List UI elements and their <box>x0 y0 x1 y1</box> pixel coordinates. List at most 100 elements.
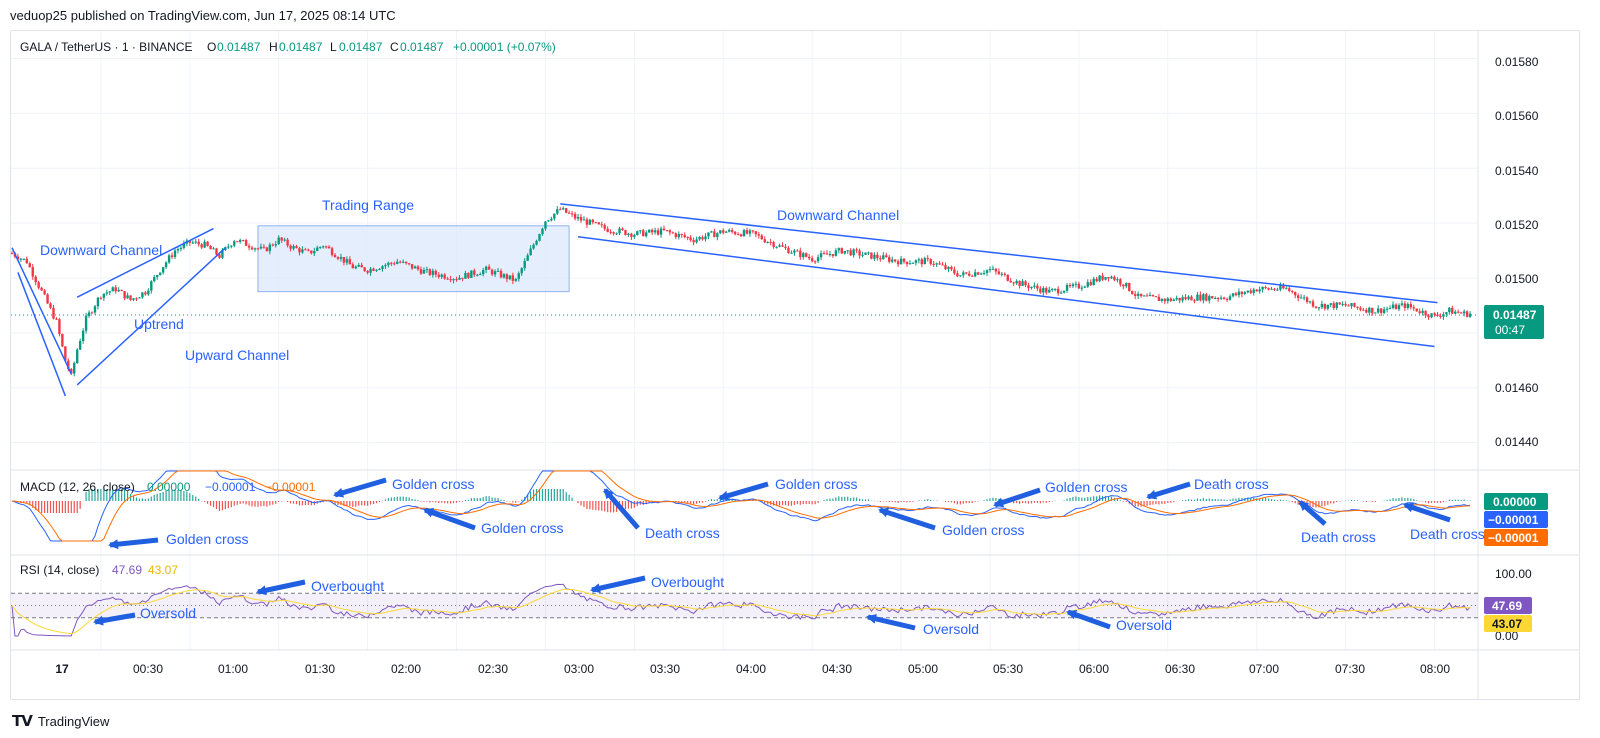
annotation-macd-golden-cross: Golden cross <box>1045 479 1127 495</box>
candle-body <box>1131 291 1134 295</box>
candle-body <box>742 230 746 237</box>
candle-body <box>215 248 218 255</box>
candle-body <box>307 249 310 251</box>
candle-body <box>1368 307 1371 313</box>
candle-body <box>1459 312 1463 314</box>
candle-body <box>230 245 233 247</box>
time-axis[interactable]: 17 00:30 01:00 01:30 02:00 02:30 03:00 0… <box>55 662 1450 676</box>
candle-body <box>34 276 37 283</box>
candle-body <box>1282 285 1285 289</box>
candle-body <box>372 268 375 271</box>
candle-body <box>908 263 912 265</box>
candle-body <box>212 248 215 250</box>
candle-body <box>698 237 701 240</box>
candle-body <box>236 241 239 243</box>
candle-body <box>1320 303 1324 308</box>
candle-body <box>369 268 372 273</box>
candle-body <box>298 248 301 253</box>
candle-body <box>416 266 420 270</box>
annotation-trading-range: Trading Range <box>322 197 414 213</box>
annotation-downward-channel-right: Downward Channel <box>777 207 899 223</box>
candle-body <box>99 297 103 299</box>
candle-body <box>1056 288 1060 294</box>
candle-body <box>1119 279 1122 285</box>
last-price-badge: 0.01487 00:47 <box>1484 305 1544 339</box>
candle-body <box>1264 286 1267 288</box>
candle-body <box>73 363 76 374</box>
candle-body <box>1427 315 1430 318</box>
candle-body <box>1240 291 1244 294</box>
candle-body <box>1151 295 1155 297</box>
candle-body <box>879 258 882 260</box>
candle-body <box>336 257 340 259</box>
candle-body <box>1237 291 1241 296</box>
candle-body <box>1347 305 1350 307</box>
candle-body <box>754 231 758 235</box>
candle-body <box>1053 288 1057 290</box>
candle-body <box>1394 304 1398 310</box>
annotation-arrow <box>878 507 936 531</box>
candle-body <box>342 257 346 263</box>
candle-body <box>360 264 363 268</box>
candle-body <box>944 265 947 270</box>
candle-body <box>138 297 141 299</box>
candle-body <box>1415 308 1418 312</box>
candle-body <box>1465 311 1469 317</box>
candle-body <box>606 228 609 232</box>
macd-hist-badge: 0.00000 <box>1493 495 1537 509</box>
candle-body <box>470 270 473 278</box>
candle-body <box>396 261 399 264</box>
candle-body <box>182 243 186 248</box>
candle-body <box>70 369 73 374</box>
candle-body <box>1000 273 1004 275</box>
candle-body <box>378 269 381 271</box>
rsi-tick: 0.00 <box>1495 629 1519 643</box>
macd-signal-badge: −0.00001 <box>1488 531 1539 545</box>
candle-body <box>1083 286 1087 288</box>
price-axis[interactable]: 0.01580 0.01560 0.01540 0.01520 0.01500 … <box>1495 55 1539 449</box>
candle-body <box>1211 296 1214 299</box>
candle-body <box>482 270 485 275</box>
candle-body <box>846 250 849 252</box>
candle-body <box>766 241 769 243</box>
candle-body <box>769 241 772 243</box>
candle-body <box>499 270 503 278</box>
candle-body <box>37 282 40 288</box>
candle-body <box>58 319 61 334</box>
candle-body <box>870 252 873 259</box>
candle-body <box>633 235 636 237</box>
candle-body <box>775 246 778 248</box>
candle-body <box>390 262 393 264</box>
candle-body <box>1359 307 1362 310</box>
candle-body <box>905 261 909 265</box>
candle-body <box>671 232 675 234</box>
candle-body <box>831 254 835 256</box>
annotation-macd-death-cross: Death cross <box>645 525 720 541</box>
rsi-pane <box>11 583 1478 637</box>
candle-body <box>43 290 46 295</box>
candle-body <box>1267 287 1270 290</box>
candle-body <box>695 239 698 243</box>
candle-body <box>1234 293 1238 296</box>
candle-body <box>810 258 814 262</box>
trading-range-rect <box>257 225 570 293</box>
candle-body <box>538 234 541 241</box>
candle-body <box>203 241 206 248</box>
candle-body <box>1033 285 1036 287</box>
candle-body <box>84 315 88 331</box>
annotation-arrow <box>718 481 769 501</box>
candle-body <box>1027 285 1030 289</box>
candle-body <box>902 258 906 262</box>
candle-body <box>111 287 114 292</box>
candle-body <box>976 272 980 275</box>
time-tick: 03:00 <box>564 662 594 676</box>
candle-body <box>1128 282 1131 292</box>
candle-body <box>64 346 67 361</box>
candle-body <box>1335 302 1338 308</box>
annotation-macd-death-cross: Death cross <box>1301 529 1376 545</box>
time-tick: 02:00 <box>391 662 421 676</box>
candle-body <box>991 268 995 270</box>
chart-frame[interactable] <box>10 30 1580 700</box>
candle-body <box>532 244 535 249</box>
